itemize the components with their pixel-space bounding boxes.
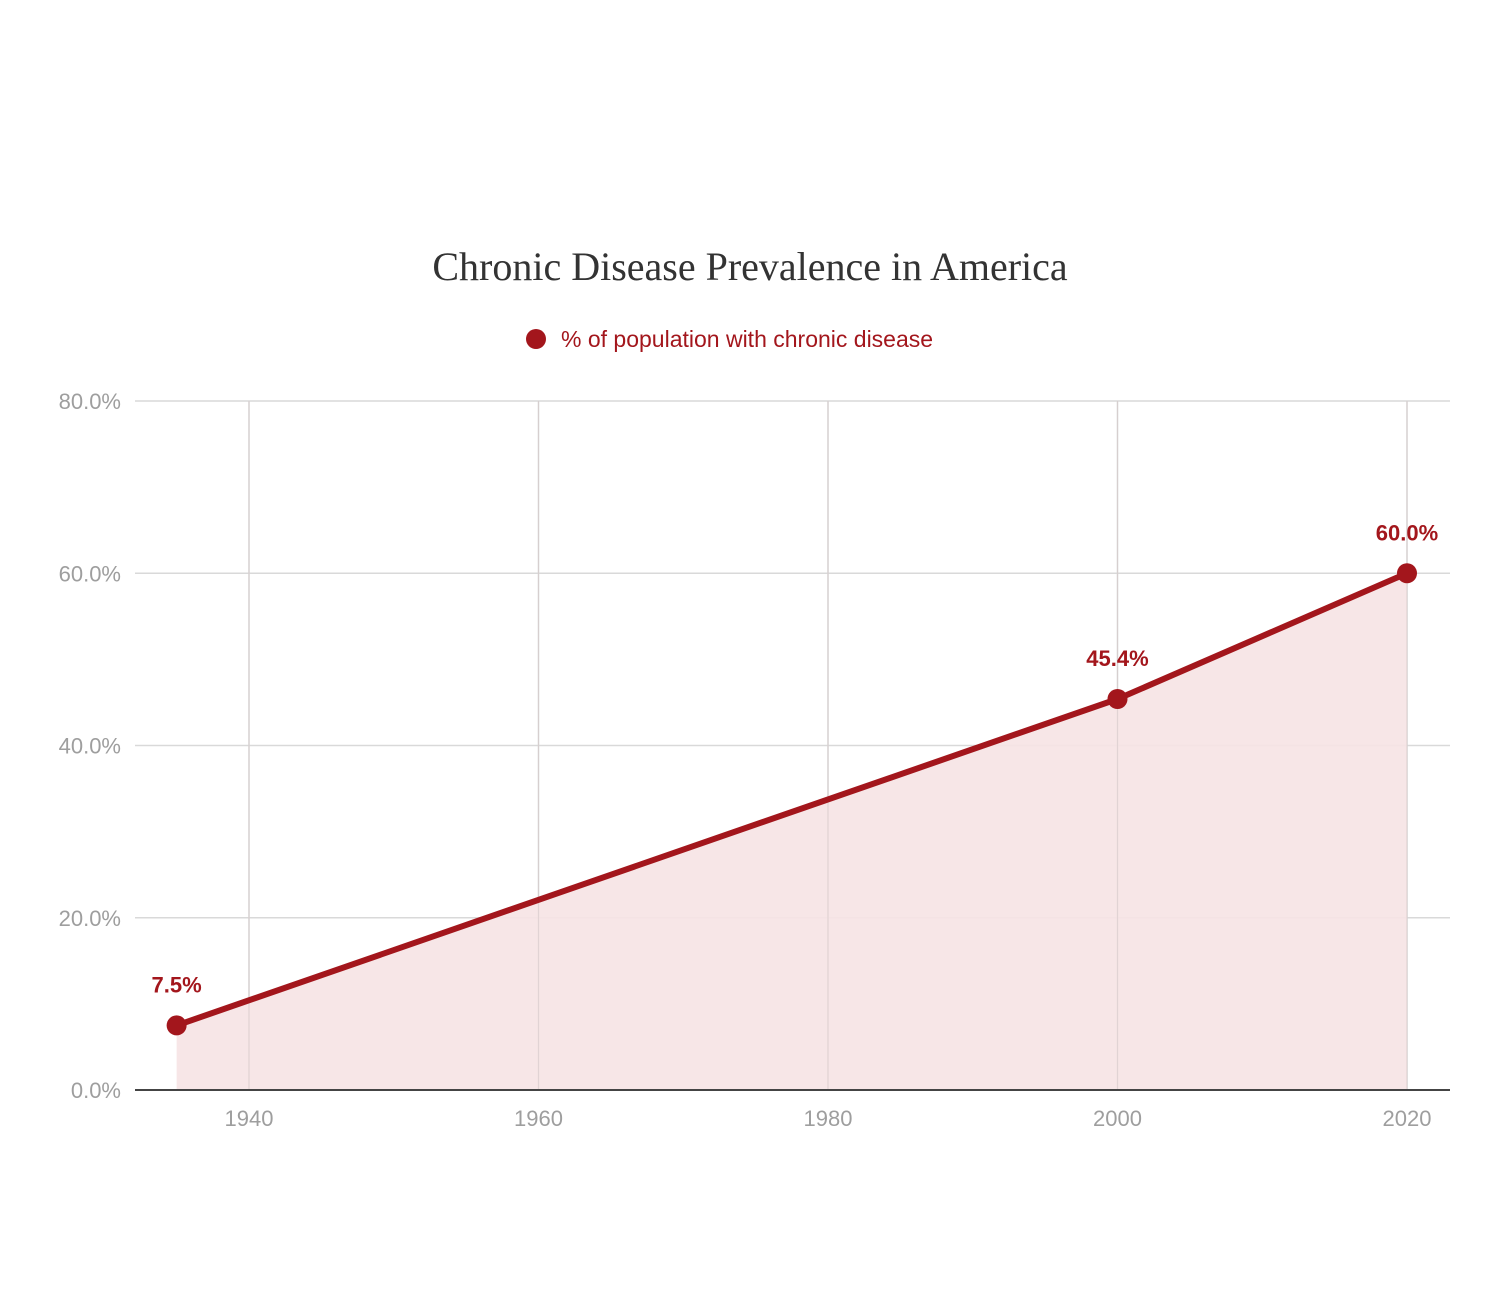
y-tick-label: 20.0%	[59, 906, 121, 931]
data-point	[1397, 563, 1417, 584]
x-axis-labels: 1940 1960 1980 2000 2020	[225, 1106, 1432, 1131]
x-tick-label: 1960	[514, 1106, 563, 1131]
data-point	[166, 1015, 187, 1036]
x-tick-label: 1940	[225, 1106, 274, 1131]
data-label: 45.4%	[1086, 646, 1148, 671]
legend-marker-icon	[526, 329, 546, 349]
x-tick-label: 1980	[804, 1106, 853, 1131]
legend-label: % of population with chronic disease	[561, 326, 933, 352]
legend: % of population with chronic disease	[526, 326, 933, 352]
data-points	[166, 563, 1417, 1036]
y-axis-labels: 0.0% 20.0% 40.0% 60.0% 80.0%	[59, 389, 121, 1103]
data-label: 60.0%	[1376, 520, 1438, 545]
area-fill	[176, 401, 1408, 1090]
x-tick-label: 2020	[1383, 1106, 1432, 1131]
y-tick-label: 80.0%	[59, 389, 121, 414]
chart-title: Chronic Disease Prevalence in America	[432, 244, 1068, 289]
data-labels: 7.5% 45.4% 60.0%	[152, 520, 1439, 997]
data-label: 7.5%	[152, 972, 202, 997]
data-point	[1107, 688, 1128, 709]
x-tick-label: 2000	[1093, 1106, 1142, 1131]
y-tick-label: 40.0%	[59, 734, 121, 759]
y-tick-label: 60.0%	[59, 561, 121, 586]
y-tick-label: 0.0%	[71, 1078, 121, 1103]
area-fill-shape	[176, 573, 1407, 1090]
